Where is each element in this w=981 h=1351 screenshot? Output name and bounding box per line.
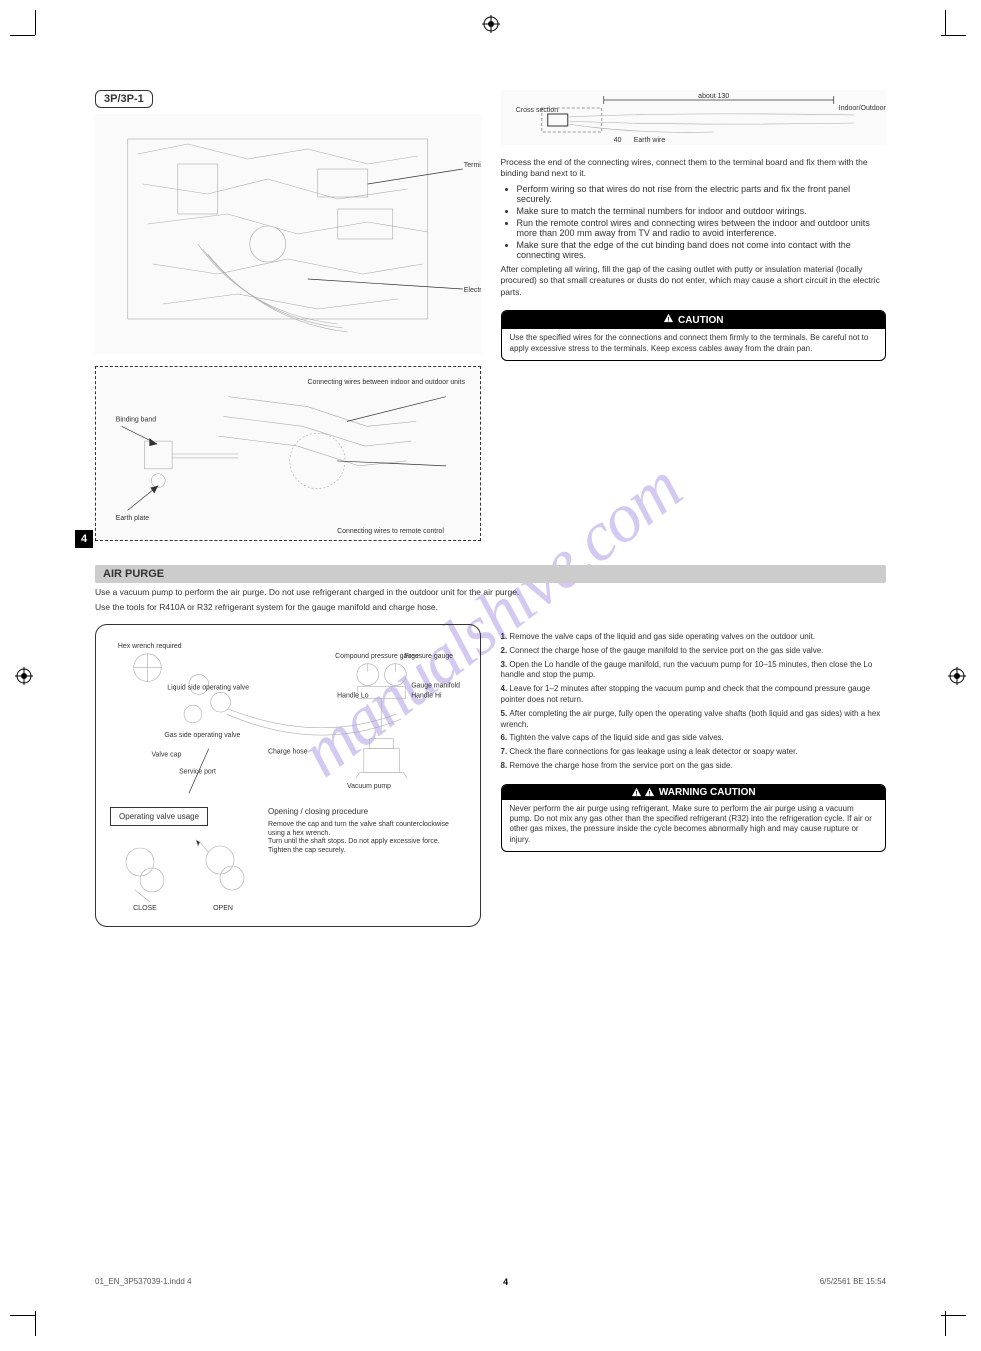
crop-mark-tl (10, 10, 40, 40)
footer-right: 6/5/2561 BE 15:54 (820, 1277, 886, 1287)
top-columns: 3P/3P-1 (95, 90, 886, 541)
air-purge-steps: Remove the valve caps of the liquid and … (501, 632, 887, 772)
wc-body: Never perform the air purge using refrig… (502, 800, 886, 852)
valve-thumbs: CLOSE (110, 832, 258, 912)
air-purge-main-figure: Hex wrench required Liquid side operatin… (110, 639, 466, 799)
footer-center: 4 (503, 1277, 508, 1287)
hex-label: Hex wrench required (118, 643, 182, 650)
right-column: about 130 Cross section Indoor/Outdoor c… (501, 90, 887, 541)
callout-band: Binding band (116, 416, 156, 423)
step-item: Tighten the valve caps of the liquid sid… (501, 733, 887, 744)
gas-valve-label: Gas side operating valve (164, 732, 240, 739)
detail-wiring-diagram: Binding band Earth plate Connecting wire… (95, 366, 481, 541)
valve-thumb-open: OPEN (188, 832, 258, 912)
caution-body: Use the specified wires for the connecti… (502, 329, 886, 360)
dim-bottom: 40 (613, 137, 621, 144)
warning-caution-box: ! ! WARNING CAUTION Never perform the ai… (501, 784, 887, 853)
dim-top: about 130 (698, 93, 729, 100)
callout-electric: Electric parts (464, 287, 481, 294)
callout-terminal: Terminal board (464, 162, 481, 169)
cable-left-label: Cross section (515, 107, 558, 114)
bullet-item: Make sure to match the terminal numbers … (517, 206, 887, 216)
vac-pump-label: Vacuum pump (347, 783, 391, 790)
step-item: Leave for 1–2 minutes after stopping the… (501, 684, 887, 706)
caution-header: ! CAUTION (502, 311, 886, 329)
charge-hose-label: Charge hose (268, 749, 308, 756)
warning-icon: ! (663, 313, 674, 327)
valve-step: Tighten the cap securely. (268, 847, 466, 856)
step-badge: 3P/3P-1 (95, 90, 153, 108)
side-page-number: 4 (75, 530, 93, 548)
air-purge-figure-box: Hex wrench required Liquid side operatin… (95, 624, 481, 927)
callout-remote-wires: Connecting wires to remote control (337, 528, 444, 535)
registration-mark-left (15, 667, 33, 685)
para-1: Process the end of the connecting wires,… (501, 157, 887, 180)
crop-mark-bl (10, 1311, 40, 1341)
lo-label: Handle Lo (337, 692, 369, 699)
svg-text:!: ! (667, 317, 669, 324)
valve-thumb-close: CLOSE (110, 832, 180, 912)
cable-right-label: Indoor/Outdoor connecting wires (838, 105, 886, 112)
bullet-item: Perform wiring so that wires do not rise… (517, 184, 887, 204)
callout-earth: Earth plate (116, 515, 150, 522)
air-intro: Use a vacuum pump to perform the air pur… (95, 587, 886, 598)
steps-title: Opening / closing procedure (268, 807, 466, 817)
bullet-list: Perform wiring so that wires do not rise… (507, 184, 887, 260)
step-item: Remove the valve caps of the liquid and … (501, 632, 887, 643)
press-gauge-label: Pressure gauge (404, 653, 453, 660)
bullet-item: Make sure that the edge of the cut bindi… (517, 240, 887, 260)
bottom-columns: Hex wrench required Liquid side operatin… (95, 624, 886, 927)
valve-steps: Opening / closing procedure Remove the c… (268, 807, 466, 856)
step-item: Check the flare connections for gas leak… (501, 747, 887, 758)
step-item: Remove the charge hose from the service … (501, 761, 887, 772)
cable-earth-label: Earth wire (633, 137, 665, 144)
svg-text:!: ! (635, 790, 637, 797)
cap-label: Valve cap (151, 751, 181, 758)
bottom-right-column: Remove the valve caps of the liquid and … (501, 624, 887, 927)
valve-step: Turn until the shaft stops. Do not apply… (268, 838, 466, 847)
caution-box: ! CAUTION Use the specified wires for th… (501, 310, 887, 361)
section-bar: AIR PURGE (95, 565, 886, 583)
callout-conn-wires: Connecting wires between indoor and outd… (308, 379, 466, 386)
para-2: After completing all wiring, fill the ga… (501, 264, 887, 298)
footer-left: 01_EN_3P537039-1.indd 4 (95, 1277, 192, 1287)
hi-label: Handle Hi (411, 692, 442, 699)
wc-title: WARNING CAUTION (659, 787, 756, 798)
page-footer: 01_EN_3P537039-1.indd 4 4 6/5/2561 BE 15… (95, 1277, 886, 1287)
crop-mark-tr (941, 10, 971, 40)
step-item: Open the Lo handle of the gauge manifold… (501, 660, 887, 682)
crop-mark-br (941, 1311, 971, 1341)
warning-icon: ! ! (631, 787, 655, 798)
svg-text:CLOSE: CLOSE (133, 905, 157, 912)
valve-step: Remove the cap and turn the valve shaft … (268, 821, 466, 839)
caution-title: CAUTION (678, 315, 724, 326)
air-intro2: Use the tools for R410A or R32 refrigera… (95, 602, 886, 613)
wc-header: ! ! WARNING CAUTION (502, 785, 886, 800)
liq-valve-label: Liquid side operating valve (167, 684, 249, 691)
left-column: 3P/3P-1 (95, 90, 481, 541)
step-item: Connect the charge hose of the gauge man… (501, 646, 887, 657)
page-content: 4 3P/3P-1 (60, 60, 921, 1291)
bottom-left-column: Hex wrench required Liquid side operatin… (95, 624, 481, 927)
svg-text:OPEN: OPEN (213, 905, 233, 912)
manifold-label: Gauge manifold (411, 682, 460, 689)
cable-strip-diagram: about 130 Cross section Indoor/Outdoor c… (501, 90, 887, 145)
registration-mark-right (948, 667, 966, 685)
registration-mark-top (482, 15, 500, 33)
main-wiring-diagram: Terminal board Electric parts (95, 114, 481, 354)
valve-usage-box: Operating valve usage (110, 807, 208, 826)
step-item: After completing the air purge, fully op… (501, 709, 887, 731)
svg-text:!: ! (648, 790, 650, 797)
bullet-item: Run the remote control wires and connect… (517, 218, 887, 238)
